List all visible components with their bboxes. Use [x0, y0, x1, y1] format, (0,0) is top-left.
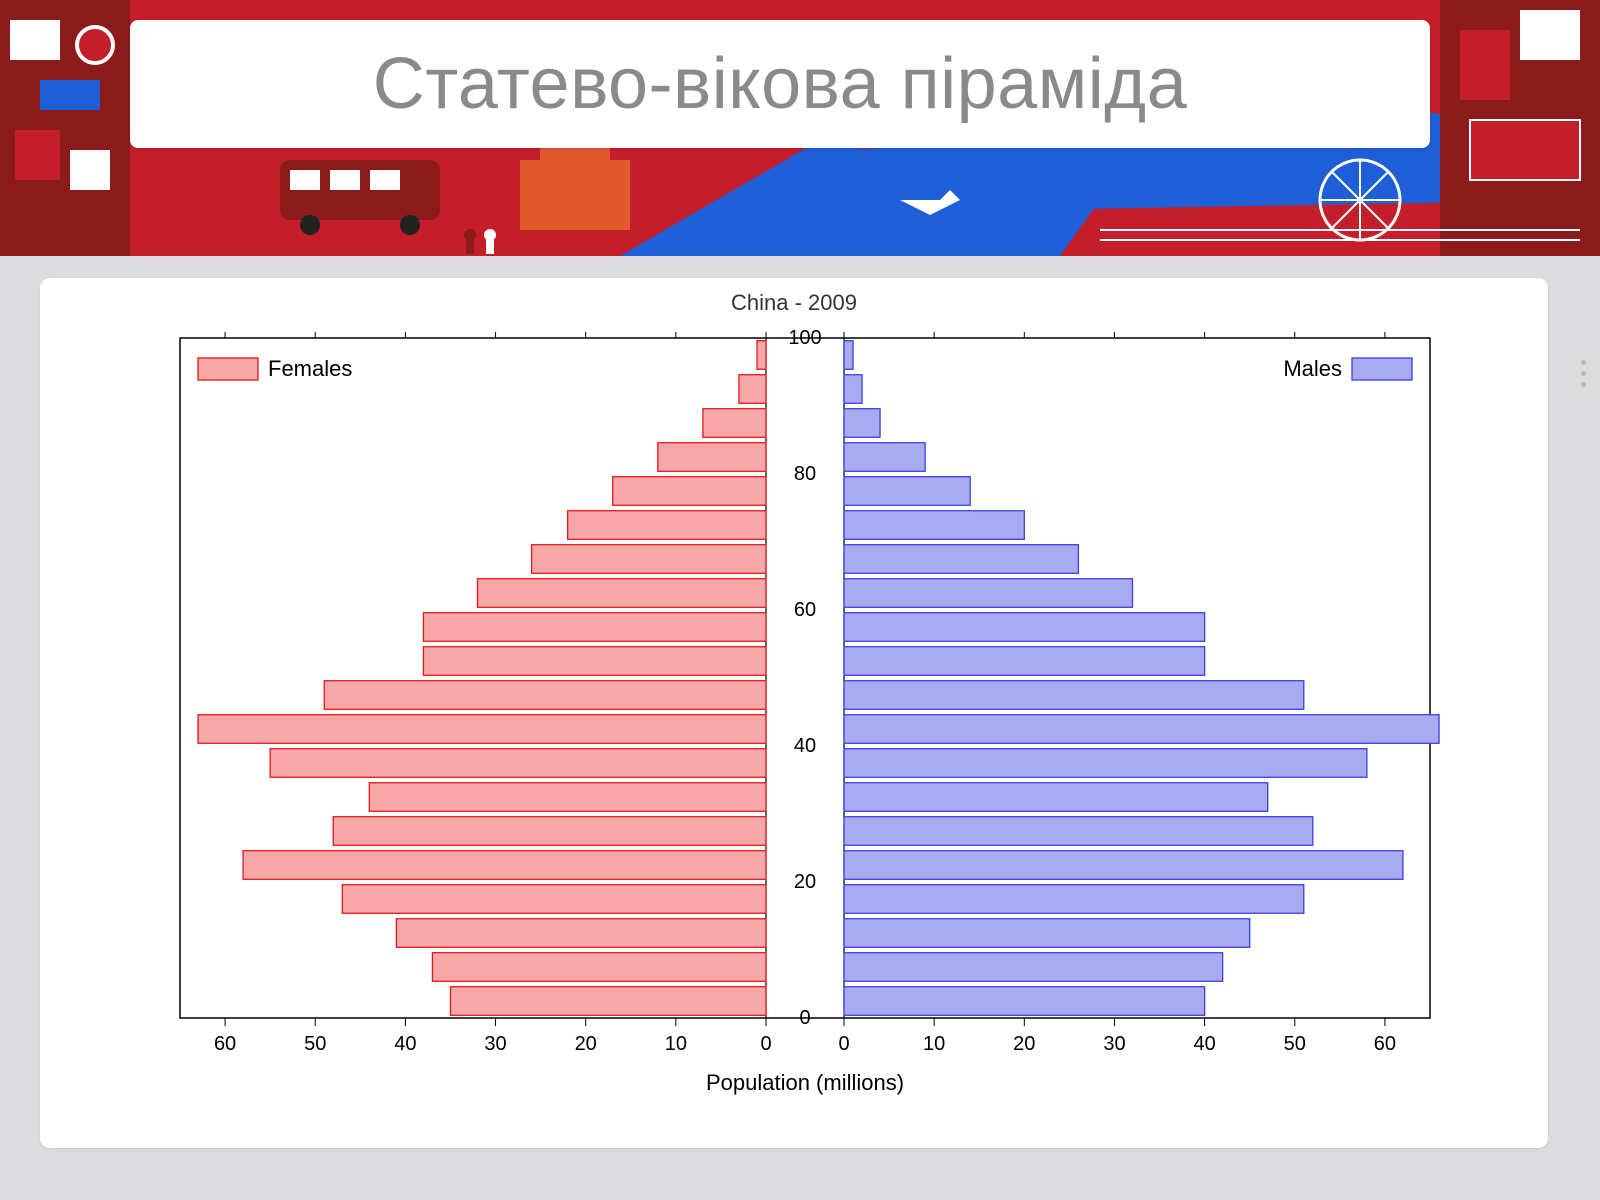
svg-text:100: 100: [788, 327, 821, 349]
svg-text:0: 0: [799, 1007, 810, 1029]
svg-text:40: 40: [794, 735, 816, 757]
svg-text:80: 80: [794, 463, 816, 485]
page-title: Статево-вікова піраміда: [373, 43, 1188, 125]
banner-illustration: Статево-вікова піраміда: [0, 0, 1600, 256]
page-title-card: Статево-вікова піраміда: [130, 20, 1430, 148]
svg-text:0: 0: [838, 1033, 849, 1055]
svg-text:20: 20: [1013, 1033, 1035, 1055]
svg-text:10: 10: [923, 1033, 945, 1055]
population-pyramid-card: China - 2009 0 20 40 60 80 100 0 0 10 10 20 20 30 30 40…: [40, 278, 1548, 1148]
svg-text:10: 10: [665, 1033, 687, 1055]
population-pyramid-chart: China - 2009 0 20 40 60 80 100 0 0 10 10 20 20 30 30 40…: [40, 278, 1548, 1148]
svg-text:20: 20: [575, 1033, 597, 1055]
svg-text:20: 20: [794, 871, 816, 893]
svg-text:30: 30: [1103, 1033, 1125, 1055]
svg-text:60: 60: [214, 1033, 236, 1055]
svg-text:30: 30: [484, 1033, 506, 1055]
svg-text:Population (millions): Population (millions): [706, 1070, 904, 1095]
dot-icon: [1581, 371, 1586, 376]
svg-text:60: 60: [1374, 1033, 1396, 1055]
svg-text:China - 2009: China - 2009: [731, 290, 857, 315]
kebab-menu[interactable]: [1581, 360, 1586, 387]
dot-icon: [1581, 360, 1586, 365]
svg-text:50: 50: [1284, 1033, 1306, 1055]
svg-text:Females: Females: [268, 356, 352, 381]
svg-text:0: 0: [760, 1033, 771, 1055]
svg-text:50: 50: [304, 1033, 326, 1055]
dot-icon: [1581, 382, 1586, 387]
svg-text:60: 60: [794, 599, 816, 621]
svg-text:Males: Males: [1283, 356, 1342, 381]
svg-text:40: 40: [1193, 1033, 1215, 1055]
svg-text:40: 40: [394, 1033, 416, 1055]
